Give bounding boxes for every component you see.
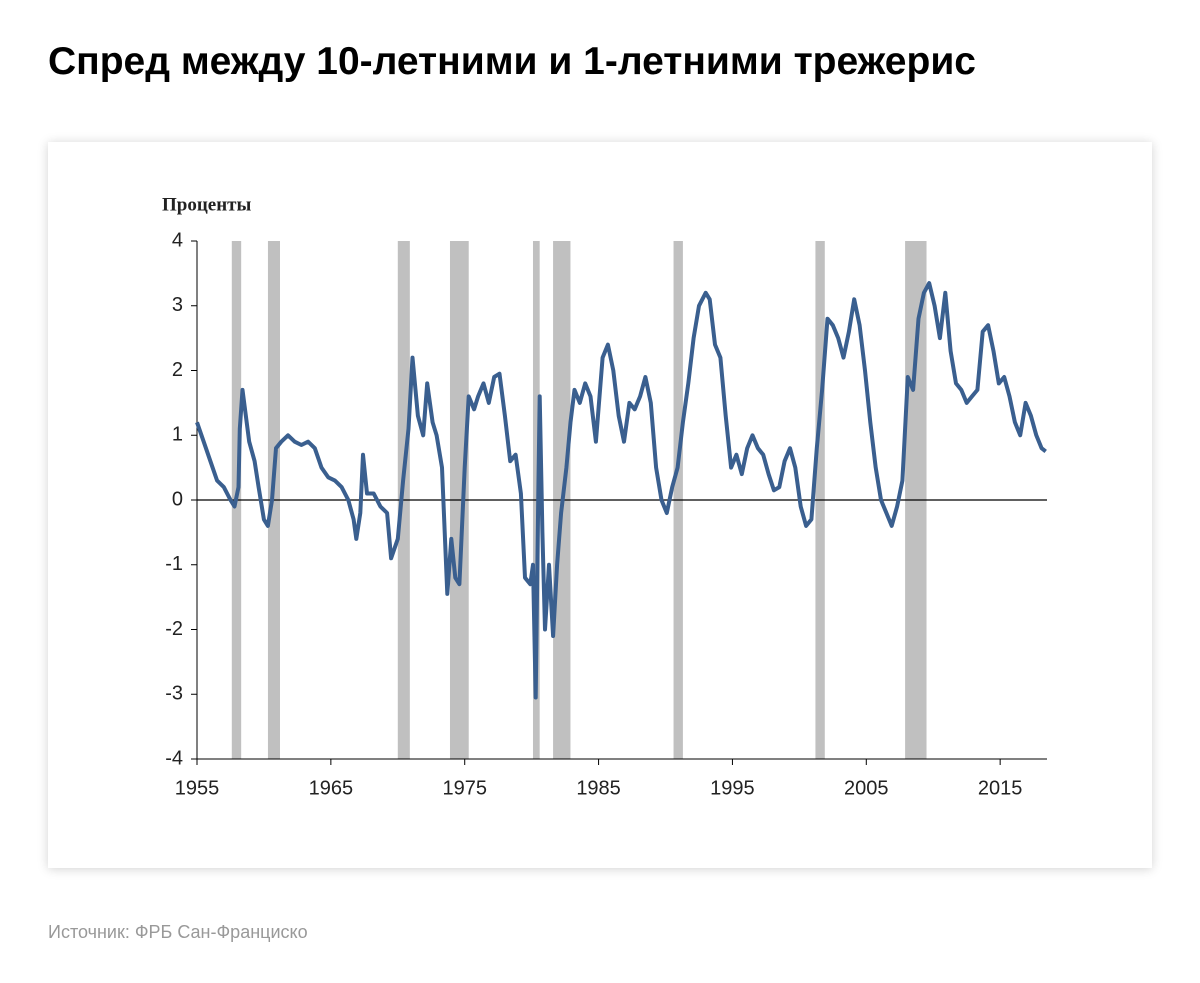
page-title: Спред между 10-летними и 1-летними треже…: [48, 40, 976, 83]
y-tick-label: -3: [165, 683, 183, 705]
x-tick-label: 1955: [175, 777, 220, 799]
y-tick-label: -4: [165, 747, 183, 769]
source-note: Источник: ФРБ Сан-Франциско: [48, 922, 308, 942]
y-tick-label: 0: [172, 488, 183, 510]
x-tick-label: 2005: [844, 777, 889, 799]
data-line: [195, 281, 1047, 700]
y-tick-label: 3: [172, 294, 183, 316]
y-tick-label: -2: [165, 618, 183, 640]
x-tick-label: 1985: [576, 777, 621, 799]
y-tick-label: 4: [172, 229, 183, 251]
y-tick-label: -1: [165, 553, 183, 575]
y-tick-label: 1: [172, 424, 183, 446]
x-tick-label: 1995: [710, 777, 755, 799]
y-axis-label: Проценты: [162, 194, 252, 215]
y-tick-label: 2: [172, 359, 183, 381]
x-tick-label: 1975: [442, 777, 487, 799]
x-tick-label: 2015: [978, 777, 1023, 799]
x-tick-label: 1965: [309, 777, 354, 799]
